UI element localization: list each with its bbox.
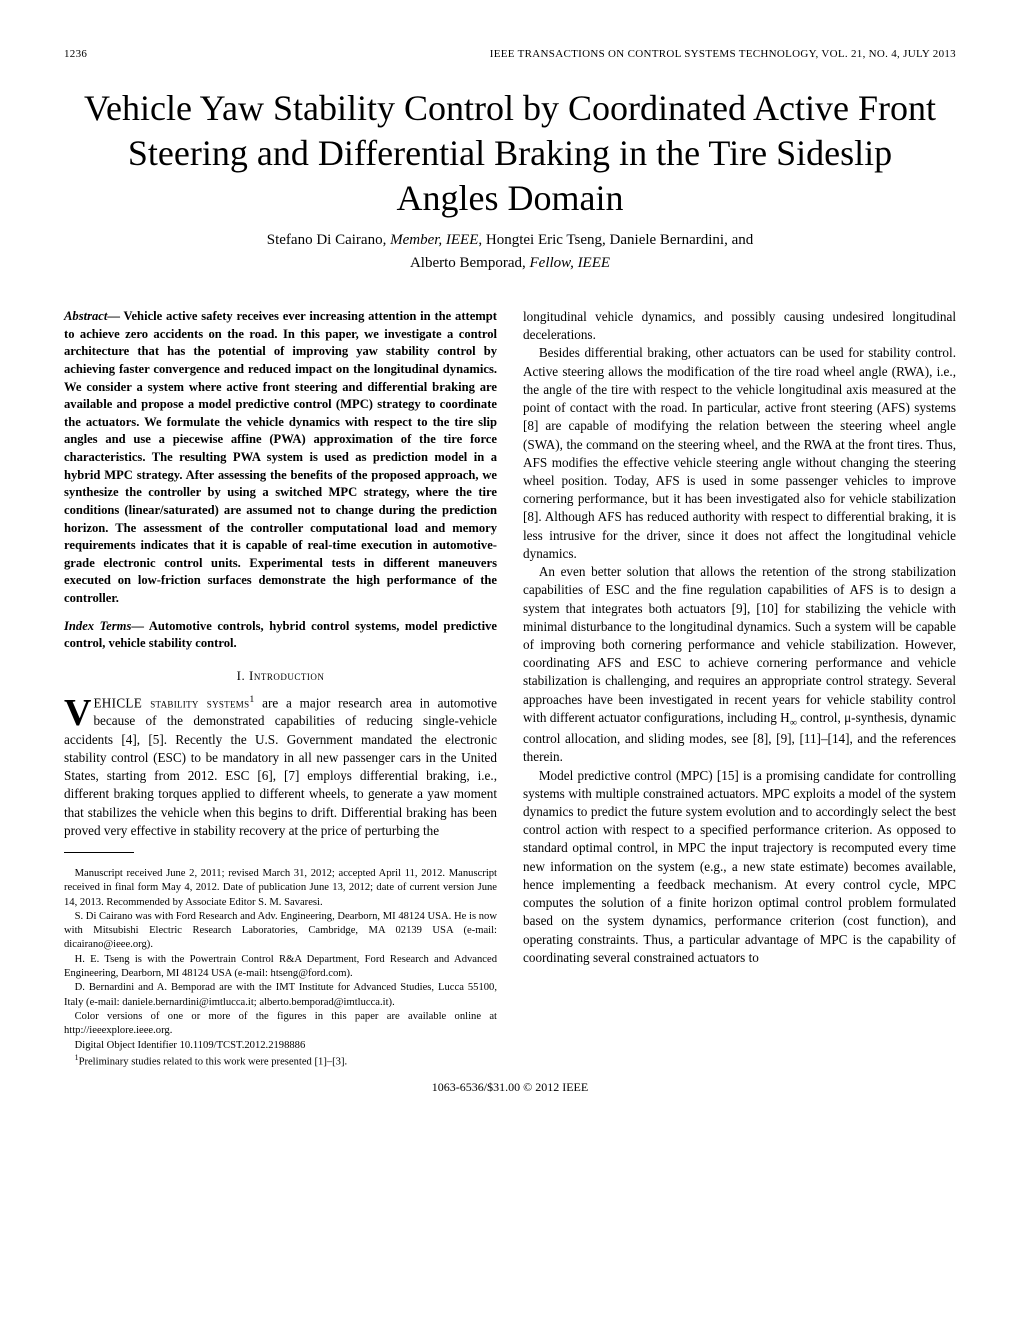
footnote-color: Color versions of one or more of the fig… <box>64 1010 497 1039</box>
page-number: 1236 <box>64 48 87 60</box>
intro-first-word: EHICLE stability systems <box>93 695 249 710</box>
col2-para-4: Model predictive control (MPC) [15] is a… <box>523 767 956 967</box>
two-column-body: Abstract— Vehicle active safety receives… <box>64 308 956 1070</box>
abstract-block: Abstract— Vehicle active safety receives… <box>64 308 497 608</box>
page-footer: 1063-6536/$31.00 © 2012 IEEE <box>64 1080 956 1095</box>
running-header: 1236 IEEE TRANSACTIONS ON CONTROL SYSTEM… <box>64 48 956 60</box>
author-role-1: Member, IEEE <box>390 232 478 248</box>
author-names-1b: , Hongtei Eric Tseng, Daniele Bernardini… <box>478 232 753 248</box>
section-1-heading: I. Introduction <box>64 667 497 685</box>
right-column: longitudinal vehicle dynamics, and possi… <box>523 308 956 1070</box>
left-column: Abstract— Vehicle active safety receives… <box>64 308 497 1070</box>
footnote-preliminary: 1Preliminary studies related to this wor… <box>64 1053 497 1070</box>
dropcap: V <box>64 693 93 729</box>
footnote-manuscript: Manuscript received June 2, 2011; revise… <box>64 867 497 910</box>
col2-para-3a: An even better solution that allows the … <box>523 564 956 725</box>
footnote-author-1: S. Di Cairano was with Ford Research and… <box>64 910 497 953</box>
index-terms-block: Index Terms— Automotive controls, hybrid… <box>64 618 497 653</box>
paper-title: Vehicle Yaw Stability Control by Coordin… <box>64 86 956 221</box>
col2-para-1: longitudinal vehicle dynamics, and possi… <box>523 308 956 344</box>
intro-paragraph-1: VEHICLE stability systems1 are a major r… <box>64 693 497 840</box>
col2-para-3: An even better solution that allows the … <box>523 563 956 766</box>
footnote-author-3: D. Bernardini and A. Bemporad are with t… <box>64 981 497 1010</box>
index-terms-lead: Index Terms <box>64 619 131 633</box>
footnote-preliminary-text: Preliminary studies related to this work… <box>79 1056 348 1067</box>
author-names-2: Alberto Bemporad, <box>410 255 530 271</box>
author-names-1: Stefano Di Cairano, <box>267 232 390 248</box>
authors-block: Stefano Di Cairano, Member, IEEE, Hongte… <box>64 229 956 274</box>
footnote-author-2: H. E. Tseng is with the Powertrain Contr… <box>64 953 497 982</box>
col2-para-2: Besides differential braking, other actu… <box>523 344 956 563</box>
abstract-text: — Vehicle active safety receives ever in… <box>64 309 497 605</box>
page: 1236 IEEE TRANSACTIONS ON CONTROL SYSTEM… <box>0 0 1020 1135</box>
h-infinity-h: H <box>780 710 790 725</box>
h-infinity-inf: ∞ <box>790 717 797 728</box>
journal-info: IEEE TRANSACTIONS ON CONTROL SYSTEMS TEC… <box>490 48 956 60</box>
author-role-2: Fellow, IEEE <box>530 255 611 271</box>
footnotes-block: Manuscript received June 2, 2011; revise… <box>64 867 497 1070</box>
footnote-doi: Digital Object Identifier 10.1109/TCST.2… <box>64 1039 497 1053</box>
intro-continuation: are a major research area in automotive … <box>64 695 497 838</box>
h-infinity-symbol: H∞ <box>780 710 797 725</box>
footnote-rule <box>64 852 134 853</box>
abstract-lead: Abstract <box>64 309 107 323</box>
